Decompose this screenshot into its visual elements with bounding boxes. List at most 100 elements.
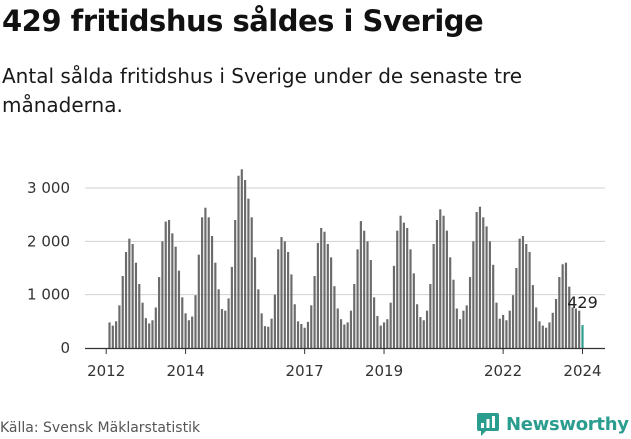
bar (287, 252, 290, 348)
bar (478, 206, 482, 348)
bar (382, 322, 386, 348)
brand-name: Newsworthy (506, 413, 629, 435)
x-tick-label: 2022 (484, 362, 522, 380)
bar (346, 322, 349, 348)
bar (459, 319, 462, 348)
bar (531, 285, 534, 348)
bar (435, 220, 439, 348)
brand-logo[interactable]: Newsworthy (476, 409, 629, 439)
bar (528, 252, 531, 348)
bar (151, 320, 154, 348)
bars (108, 169, 584, 348)
bar (574, 308, 577, 348)
bar (452, 279, 455, 348)
y-tick-label: 0 (60, 339, 70, 357)
bar (482, 217, 485, 348)
bar (303, 327, 306, 348)
bar (214, 262, 217, 348)
bar (326, 244, 329, 348)
bar (363, 230, 366, 348)
bar (449, 257, 452, 348)
bar (561, 264, 564, 348)
bar (217, 289, 220, 348)
bar (184, 313, 187, 348)
bar (386, 319, 389, 348)
bar (164, 221, 167, 348)
bar (313, 276, 316, 348)
bar (545, 327, 548, 348)
newsworthy-logo-icon (477, 413, 499, 436)
bar (138, 284, 141, 348)
bar (323, 231, 326, 348)
bar (293, 304, 296, 348)
bar (429, 284, 432, 348)
last-value-annotation: 429 (567, 293, 598, 312)
bar (558, 277, 561, 348)
bar (194, 295, 197, 348)
bar (498, 318, 501, 348)
bar (267, 326, 270, 348)
bar (263, 326, 267, 348)
bar (455, 308, 458, 348)
bar (369, 260, 372, 348)
bar (508, 310, 511, 348)
bar (581, 325, 584, 348)
bar (197, 254, 200, 348)
bar (445, 230, 448, 348)
bar (336, 308, 339, 348)
bar (148, 323, 151, 348)
bar (389, 302, 392, 348)
bar (108, 322, 111, 348)
bar (115, 321, 118, 348)
bar (409, 249, 412, 348)
bar (234, 220, 237, 348)
bar (521, 236, 525, 348)
bar (349, 310, 353, 348)
bar (548, 322, 551, 348)
bar (333, 286, 336, 348)
bar (541, 325, 544, 348)
bar (535, 307, 538, 348)
bar (571, 307, 574, 348)
chart-subtitle: Antal sålda fritidshus i Sverige under d… (2, 64, 523, 117)
bar (270, 318, 273, 348)
y-tick-label: 3 000 (27, 179, 70, 197)
x-tick-label: 2014 (166, 362, 204, 380)
bar (121, 276, 124, 348)
bar (131, 244, 134, 348)
bar (511, 295, 515, 348)
bar (359, 221, 362, 348)
bar (439, 209, 442, 348)
bar (171, 233, 174, 348)
bar (253, 257, 257, 348)
bar (425, 310, 429, 348)
bar (392, 265, 396, 348)
bar (230, 266, 233, 348)
bar (406, 228, 409, 348)
bar (260, 313, 263, 348)
bar (177, 270, 181, 348)
x-tick-label: 2017 (286, 362, 324, 380)
bar (515, 268, 518, 348)
bar (167, 220, 171, 348)
bar (538, 321, 541, 348)
bar (399, 215, 402, 348)
bar (416, 304, 419, 348)
bar (316, 242, 319, 348)
bar (128, 238, 131, 348)
bar (134, 262, 138, 348)
bar (174, 246, 177, 348)
bar (419, 317, 422, 348)
bar (422, 320, 425, 348)
bar (247, 198, 250, 348)
bar (310, 305, 313, 348)
bar (273, 294, 276, 348)
bar (465, 305, 468, 348)
bar (181, 297, 184, 348)
source-note: Källa: Svensk Mäklarstatistik (0, 420, 201, 436)
x-axis-ticks: 2012 2014 2017 2019 2022 2024 (87, 348, 602, 380)
bar (330, 257, 333, 348)
bar (353, 284, 356, 348)
bar (244, 180, 247, 348)
bar (237, 175, 240, 348)
